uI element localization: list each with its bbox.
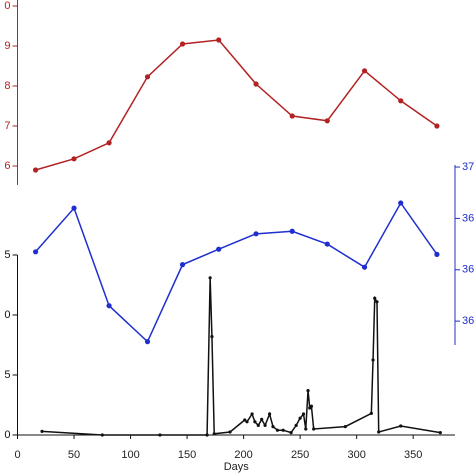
data-point (32, 249, 39, 255)
data-point (289, 113, 295, 119)
x-tick-label: 0 (14, 449, 20, 461)
data-point (289, 431, 293, 435)
data-point (106, 303, 112, 309)
data-point (312, 427, 316, 431)
data-point (179, 41, 186, 47)
x-tick-label: 100 (121, 449, 139, 461)
y-tick-label: 6 (4, 160, 10, 172)
data-point (275, 428, 280, 432)
data-point (205, 433, 209, 437)
y-tick-label: 0 (4, 309, 10, 321)
data-point (71, 156, 77, 162)
data-point (40, 429, 44, 433)
series-line (41, 277, 441, 436)
y-tick-label: 0 (4, 0, 10, 12)
data-point (324, 118, 330, 124)
y-tick-label: 5 (4, 249, 10, 261)
data-point (434, 251, 440, 257)
data-point (304, 427, 308, 431)
data-point (32, 167, 39, 173)
data-point (100, 433, 104, 437)
series-line (35, 39, 438, 171)
data-point (301, 412, 306, 416)
x-tick-label: 250 (291, 449, 309, 461)
x-tick-label: 300 (347, 449, 365, 461)
data-point (371, 358, 375, 362)
data-point (324, 241, 330, 247)
data-point (281, 428, 285, 432)
data-point (250, 412, 254, 416)
x-axis-label: Days (224, 461, 250, 473)
data-point (212, 432, 216, 436)
data-point (267, 412, 272, 416)
data-point (216, 37, 222, 43)
data-point (271, 425, 275, 429)
data-point (289, 228, 295, 234)
y-tick-label: 5 (4, 369, 10, 381)
data-point (399, 424, 403, 428)
data-point (263, 423, 267, 427)
data-point (179, 262, 186, 268)
x-tick-label: 350 (404, 449, 422, 461)
data-point (243, 418, 247, 422)
data-point (375, 300, 379, 304)
data-point (398, 200, 404, 206)
y-tick-label: 7 (4, 120, 10, 132)
y-tick-label: 36 (462, 264, 474, 276)
data-point (298, 416, 302, 420)
data-point (245, 420, 249, 424)
data-point (369, 411, 373, 415)
data-point (361, 264, 368, 270)
data-point (309, 404, 314, 408)
data-point (434, 123, 440, 129)
y-tick-label: 9 (4, 40, 10, 52)
data-point (294, 423, 298, 427)
x-tick-label: 200 (234, 449, 252, 461)
data-point (158, 433, 162, 437)
data-point (256, 423, 260, 427)
data-point (343, 425, 347, 429)
data-point (306, 389, 310, 393)
data-point (377, 430, 381, 434)
data-point (373, 296, 377, 300)
data-point (228, 430, 232, 434)
data-point (210, 335, 214, 339)
data-point (253, 231, 259, 237)
data-point (144, 74, 151, 80)
data-point (361, 68, 368, 74)
data-point (144, 339, 151, 345)
data-point (260, 417, 264, 421)
series-line (35, 201, 438, 343)
data-point (71, 205, 77, 211)
data-point (253, 81, 259, 87)
y-tick-label: 36 (462, 212, 474, 224)
y-tick-label: 37 (462, 161, 474, 173)
data-point (398, 98, 404, 104)
y-tick-label: 0 (4, 429, 10, 441)
data-point (253, 420, 257, 424)
y-tick-label: 36 (462, 315, 474, 327)
data-point (216, 246, 222, 252)
data-point (208, 276, 212, 280)
x-tick-label: 150 (178, 449, 196, 461)
data-point (438, 431, 442, 435)
data-point (106, 140, 112, 146)
y-tick-label: 8 (4, 80, 10, 92)
x-tick-label: 50 (68, 449, 80, 461)
